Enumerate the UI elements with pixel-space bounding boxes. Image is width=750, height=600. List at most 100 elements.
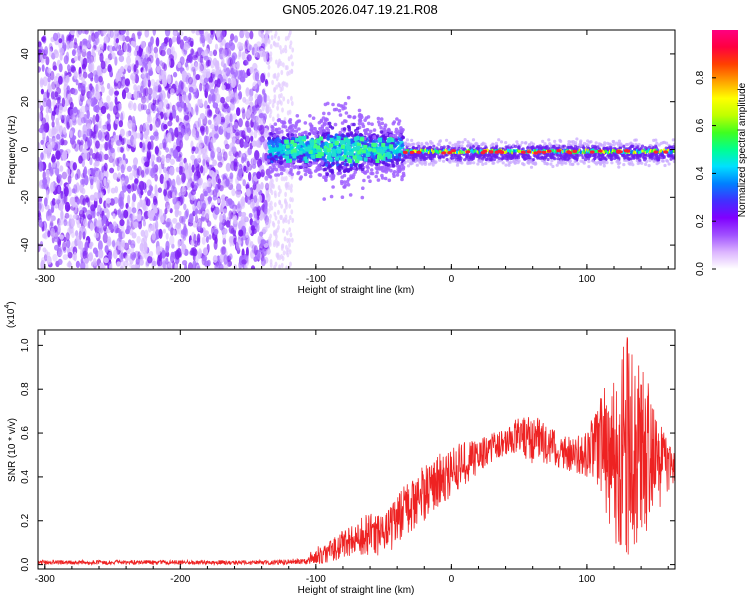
heat-cell [116,165,120,172]
heat-cell [271,116,275,122]
heat-cell [271,102,275,109]
heat-cell [155,156,160,163]
heat-cell [290,140,295,144]
heat-cell [274,30,278,36]
heat-cell [277,35,281,42]
heat-cell [118,120,124,128]
heat-cell [260,239,266,245]
heat-cell [78,230,82,241]
heat-cell [217,151,223,162]
heat-cell [308,174,313,179]
heat-cell [144,245,149,252]
heat-cell [123,87,130,94]
heat-cell [401,171,406,176]
heat-cell [366,175,371,179]
heat-cell [336,135,341,140]
heat-cell [208,93,214,102]
heat-cell [329,194,334,199]
heat-cell [163,37,169,44]
heat-cell [147,255,153,264]
heat-cell [82,38,88,45]
heat-cell [399,126,403,130]
heat-cell [203,68,208,78]
heat-cell [328,124,333,129]
heat-cell [140,189,144,196]
heat-cell [131,212,135,222]
heat-cell [359,113,364,118]
heat-cell [289,261,292,267]
heat-cell [368,179,372,183]
heat-cell [305,146,310,151]
heat-cell [92,131,96,139]
heat-cell [268,113,272,119]
heat-cell [104,245,109,254]
heat-cell [326,137,330,141]
heat-cell [236,172,243,181]
heat-cell [103,43,107,51]
heat-cell [229,125,234,135]
heat-cell [128,172,134,181]
heat-cell [40,139,44,145]
heat-cell [288,44,292,50]
heat-cell [231,137,236,148]
heat-cell [56,133,61,140]
heat-cell [183,35,188,42]
heat-cell [672,159,675,164]
heat-cell [165,245,170,254]
heat-cell [113,249,118,259]
heat-cell [299,141,304,145]
heat-cell [245,87,250,97]
heat-cell [71,49,76,57]
heat-cell [201,236,206,245]
heat-cell [266,159,271,163]
heat-cell [258,113,264,119]
heat-cell [284,48,288,54]
heat-cell [325,126,329,131]
heat-cell [133,157,138,166]
heat-cell [73,70,78,80]
heat-cell [284,191,287,197]
heat-cell [234,151,240,159]
heat-cell [124,175,129,184]
heat-cell [80,178,85,185]
heat-cell [165,147,170,153]
heat-cell [54,91,59,98]
heat-cell [106,209,110,220]
heat-cell [278,93,281,99]
heat-cell [174,80,178,88]
heat-cell [207,196,211,205]
heat-cell [235,131,240,140]
heat-cell [136,235,141,244]
heat-cell [358,119,363,123]
heat-cell [57,222,61,230]
heat-cell [218,102,224,111]
heat-cell [135,132,142,139]
heat-cell [303,121,308,125]
heat-cell [291,61,294,67]
heat-cell [361,149,366,154]
heat-cell [192,204,196,211]
heat-cell [242,108,246,120]
heat-cell [172,229,176,235]
heat-cell [122,153,126,161]
heat-cell [183,42,190,51]
heat-cell [239,42,245,49]
heat-cell [432,144,436,148]
heat-cell [322,167,327,172]
heat-cell [52,65,58,71]
heat-cell [198,177,203,186]
heat-cell [241,156,245,164]
heat-cell [140,229,145,237]
heat-cell [303,130,307,135]
heat-cell [277,127,282,131]
heat-cell [280,150,284,154]
heat-cell [282,217,286,223]
heat-cell [314,134,319,138]
heat-cell [57,174,63,180]
heat-cell [425,141,429,145]
heat-cell [225,83,231,90]
heat-cell [501,161,505,165]
heat-cell [207,177,212,188]
heat-cell [285,230,289,236]
heat-cell [90,204,96,212]
